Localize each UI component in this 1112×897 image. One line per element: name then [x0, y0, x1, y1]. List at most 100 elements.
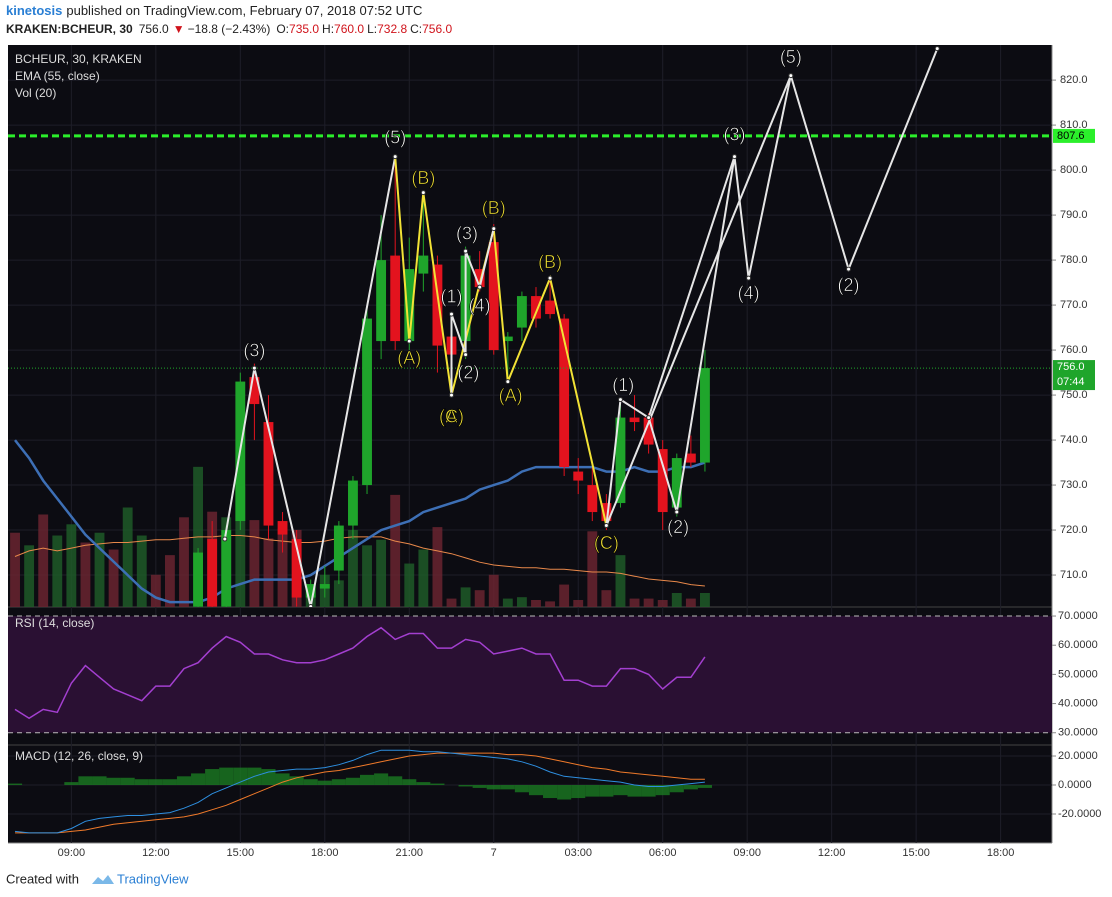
- footer-brand: TradingView: [117, 871, 189, 886]
- macd-histogram-bar: [176, 776, 192, 786]
- rsi-legend: RSI (14, close): [15, 616, 94, 630]
- wave-label: (3): [724, 125, 746, 145]
- volume-bar: [587, 531, 598, 607]
- wave-point: [617, 397, 623, 403]
- candle-body: [488, 242, 499, 351]
- wave-point: [449, 392, 455, 398]
- volume-bar: [404, 563, 415, 607]
- volume-bar: [348, 529, 358, 607]
- ohlc-value: 760.0: [334, 22, 364, 36]
- candle-body: [643, 417, 654, 445]
- macd-histogram-bar: [472, 785, 487, 788]
- ema-line: [14, 439, 706, 604]
- footer-text: Created with: [6, 871, 79, 886]
- candle-body: [700, 368, 710, 463]
- macd-histogram-bar: [148, 779, 163, 786]
- macd-histogram-bar: [486, 785, 501, 790]
- y-tick-label: -20.0000: [1058, 808, 1101, 820]
- macd-histogram-bar: [205, 769, 220, 786]
- wave-point: [222, 536, 228, 542]
- candle-body: [404, 269, 415, 342]
- candle-body: [615, 417, 626, 504]
- volume-bar: [80, 542, 91, 607]
- wave-point: [463, 352, 469, 358]
- wave-label: (4): [469, 296, 491, 316]
- volume-bar: [38, 514, 49, 607]
- candle-body: [376, 260, 387, 342]
- wave-point: [934, 46, 940, 52]
- ohlc-key: H:: [322, 22, 334, 36]
- wave-label: (A): [499, 386, 523, 406]
- x-tick-label: 21:00: [396, 847, 424, 859]
- symbol-line: KRAKEN:BCHEUR, 30 756.0 ▼ −18.8 (−2.43%) O:7…: [6, 22, 452, 36]
- macd-histogram-bar: [374, 773, 389, 786]
- candle-body: [291, 539, 302, 598]
- macd-histogram-bar: [120, 777, 135, 786]
- volume-bar: [10, 532, 20, 607]
- wave-label: (A): [397, 348, 421, 368]
- macd-histogram-bar: [557, 785, 572, 800]
- volume-bar: [122, 507, 133, 607]
- volume-bar: [333, 580, 344, 607]
- volume-bar: [164, 555, 175, 607]
- x-tick-label: 15:00: [227, 847, 255, 859]
- wave-point: [505, 379, 511, 385]
- x-tick-label: 7: [491, 847, 497, 859]
- wave-label: (2): [667, 517, 689, 537]
- volume-bar: [559, 584, 570, 607]
- y-tick-label: 760.0: [1060, 344, 1088, 356]
- level-tag: [1053, 128, 1095, 143]
- author: kinetosis: [6, 3, 62, 18]
- volume-bar: [362, 545, 372, 607]
- y-tick-label: 750.0: [1060, 389, 1088, 401]
- volume-bar: [601, 590, 612, 607]
- volume-bar: [376, 539, 387, 607]
- macd-histogram-bar: [219, 767, 234, 786]
- x-tick-label: 09:00: [733, 847, 761, 859]
- x-tick-label: 15:00: [902, 847, 930, 859]
- macd-histogram-bar: [458, 785, 473, 787]
- candle-body: [207, 539, 218, 607]
- macd-histogram-bar: [641, 785, 656, 797]
- candle-body: [545, 300, 555, 315]
- candle-body: [418, 255, 429, 274]
- wave-label: (2): [838, 275, 860, 295]
- wave-point: [674, 509, 680, 515]
- candle-body: [390, 255, 401, 342]
- change-arrow: ▼: [173, 22, 185, 36]
- macd-signal-line: [15, 752, 705, 834]
- wave-label: (1): [441, 287, 463, 307]
- macd-histogram-bar: [514, 785, 529, 793]
- rsi-line: [14, 626, 706, 720]
- volume-bar: [615, 555, 626, 607]
- wave-label: (A): [440, 406, 464, 426]
- wave-line: [647, 156, 736, 418]
- y-tick-label: 20.0000: [1058, 750, 1098, 762]
- macd-histogram-bar: [430, 783, 445, 786]
- wave-label: (1): [612, 375, 634, 395]
- wave-line: [450, 228, 495, 396]
- volume-bar: [502, 598, 513, 607]
- volume-bar: [249, 520, 260, 607]
- volume-bar: [24, 545, 35, 607]
- macd-histogram-bar: [500, 785, 515, 790]
- volume-bar: [390, 494, 401, 607]
- wave-point: [406, 338, 412, 344]
- logo-icon: [92, 875, 114, 884]
- price-label: 756.0: [1057, 361, 1085, 373]
- volume-bar: [432, 527, 443, 607]
- change: −18.8 (−2.43%): [188, 22, 271, 36]
- macd-histogram-bar: [8, 783, 23, 786]
- macd-histogram-bar: [655, 785, 670, 796]
- volume-bar: [179, 517, 189, 607]
- volume-bar: [263, 538, 274, 607]
- volume-bar: [671, 592, 682, 607]
- ohlc-key: O:: [276, 22, 289, 36]
- y-tick-label: 710.0: [1060, 569, 1088, 581]
- macd-legend: MACD (12, 26, close, 9): [15, 749, 143, 763]
- volume-bar: [474, 590, 485, 607]
- legend-text: Vol (20): [15, 86, 56, 100]
- y-tick-label: 720.0: [1060, 524, 1088, 536]
- y-tick-label: 50.0000: [1058, 668, 1098, 680]
